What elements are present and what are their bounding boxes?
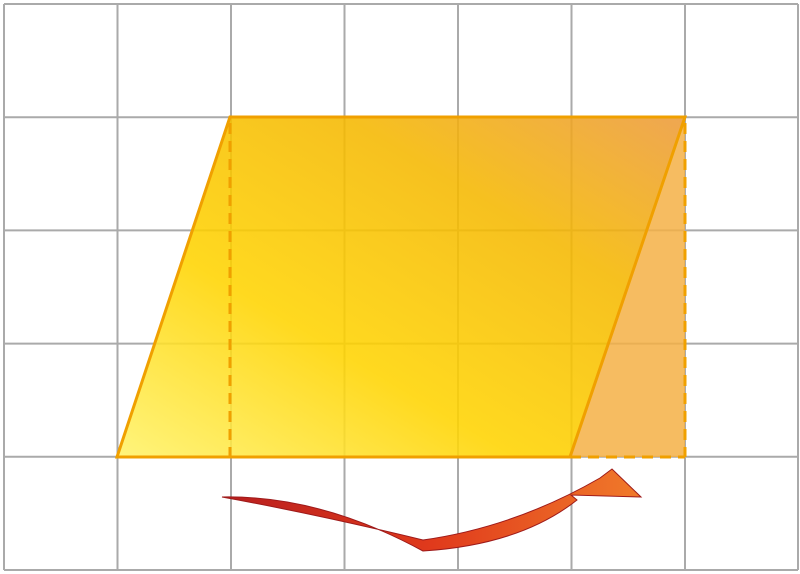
- move-arrow-icon: [221, 468, 643, 552]
- parallelogram: [114, 115, 688, 459]
